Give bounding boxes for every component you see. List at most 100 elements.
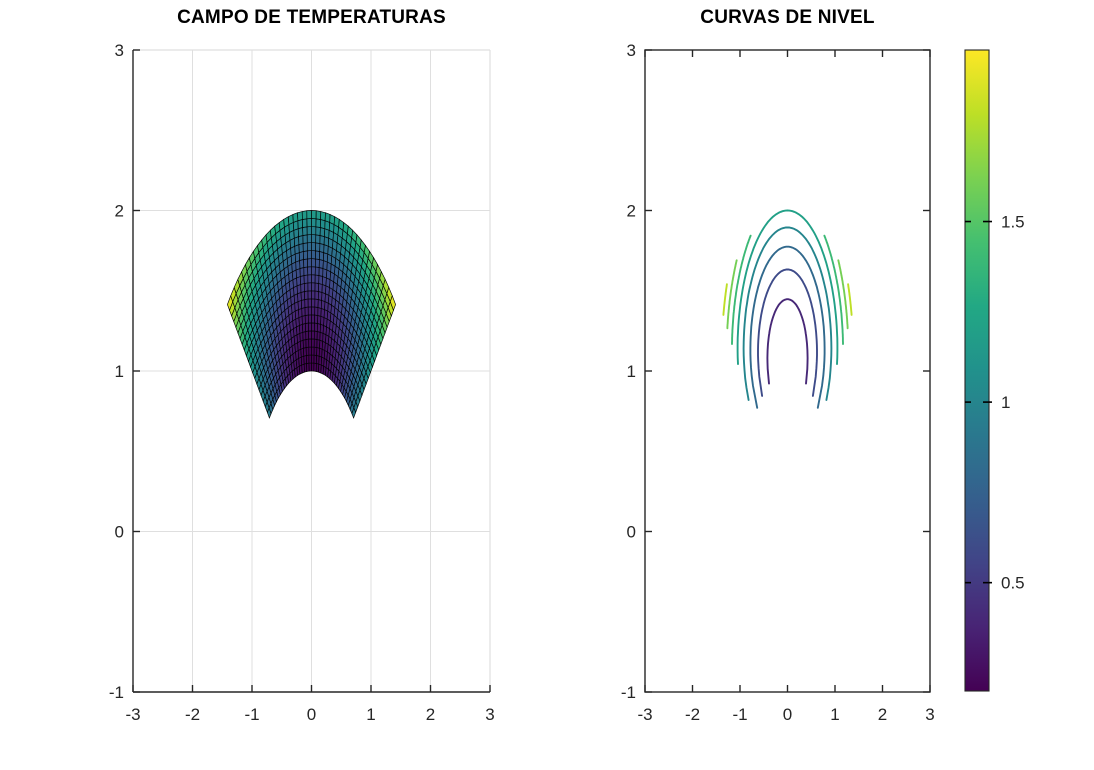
mesh-cell bbox=[298, 243, 304, 254]
left-plot-grid bbox=[133, 49, 491, 692]
mesh-cell bbox=[307, 282, 312, 292]
mesh-cell bbox=[302, 234, 308, 244]
mesh-cell bbox=[307, 290, 312, 300]
contour-line bbox=[749, 245, 826, 409]
y-tick-label: 0 bbox=[627, 522, 636, 541]
mesh-cell bbox=[305, 346, 310, 356]
contour-line bbox=[742, 226, 833, 401]
y-tick-label: 2 bbox=[115, 201, 124, 220]
mesh-cell bbox=[292, 212, 299, 223]
contour-line bbox=[736, 209, 839, 366]
mesh-cell bbox=[311, 266, 316, 276]
mesh-cell bbox=[299, 275, 305, 285]
mesh-cell bbox=[311, 234, 317, 244]
mesh-cell bbox=[311, 338, 315, 348]
mesh-cell bbox=[315, 210, 322, 220]
mesh-cell bbox=[319, 243, 325, 254]
mesh-cell bbox=[308, 346, 312, 356]
mesh-cell bbox=[302, 250, 308, 260]
mesh-cell bbox=[305, 322, 309, 332]
mesh-cell bbox=[315, 218, 321, 228]
mesh-cell bbox=[308, 354, 312, 364]
temperature-field-plot: -3 -2 -1 0 1 2 3 3 2 1 0 -1 bbox=[109, 41, 495, 724]
x-tick-label: 0 bbox=[783, 705, 792, 724]
mesh-cell bbox=[311, 250, 316, 260]
mesh-cell bbox=[319, 251, 325, 261]
mesh-cell bbox=[311, 322, 315, 332]
mesh-cell bbox=[301, 307, 306, 317]
mesh-cell bbox=[287, 213, 294, 225]
mesh-cell bbox=[304, 314, 309, 324]
colorbar-tick-label: 1.5 bbox=[1001, 212, 1025, 231]
mesh-cell bbox=[302, 242, 308, 252]
mesh-cell bbox=[389, 294, 396, 312]
mesh-cell bbox=[311, 226, 317, 236]
mesh-cell bbox=[307, 250, 312, 260]
mesh-cell bbox=[298, 251, 304, 261]
mesh-cell bbox=[307, 314, 312, 324]
left-plot-title: CAMPO DE TEMPERATURAS bbox=[177, 7, 446, 28]
x-tick-label: 2 bbox=[426, 705, 435, 724]
y-tick-label: -1 bbox=[109, 683, 124, 702]
mesh-cell bbox=[307, 298, 312, 308]
mesh-cell bbox=[307, 258, 312, 268]
mesh-cell bbox=[302, 226, 308, 236]
mesh-cell bbox=[311, 258, 316, 268]
mesh-cell bbox=[305, 330, 310, 340]
mesh-cell bbox=[307, 306, 312, 316]
x-tick-label: -2 bbox=[185, 705, 200, 724]
contour-line bbox=[823, 234, 844, 345]
mesh-cell bbox=[314, 314, 319, 324]
mesh-cell bbox=[311, 298, 316, 308]
mesh-cell bbox=[303, 274, 309, 284]
mesh-cell bbox=[308, 338, 312, 348]
mesh-cell bbox=[308, 362, 312, 372]
mesh-cell bbox=[299, 267, 305, 277]
mesh-cell bbox=[307, 266, 312, 276]
mesh-cell bbox=[303, 282, 309, 292]
x-tick-label: -3 bbox=[637, 705, 652, 724]
mesh-cell bbox=[298, 235, 304, 246]
mesh-cell bbox=[311, 274, 316, 284]
mesh-cell bbox=[314, 290, 319, 300]
contour-line bbox=[766, 298, 809, 385]
mesh-cell bbox=[308, 322, 312, 332]
mesh-cell bbox=[301, 315, 306, 325]
mesh-cell bbox=[319, 235, 325, 246]
contour-line bbox=[757, 268, 818, 397]
left-plot-axes bbox=[132, 49, 491, 693]
mesh-cell bbox=[315, 250, 321, 260]
y-tick-label: 3 bbox=[627, 41, 636, 60]
mesh-cell bbox=[300, 283, 305, 293]
contour-line bbox=[722, 283, 728, 316]
mesh-cell bbox=[314, 282, 320, 292]
y-tick-label: 1 bbox=[115, 362, 124, 381]
mesh-cell bbox=[311, 210, 317, 220]
mesh-cell bbox=[304, 306, 309, 316]
mesh-cell bbox=[311, 282, 316, 292]
mesh-cell bbox=[315, 226, 321, 236]
mesh-cell bbox=[319, 227, 326, 238]
mesh-cell bbox=[315, 242, 321, 252]
y-tick-label: -1 bbox=[621, 683, 636, 702]
mesh-cell bbox=[297, 211, 303, 222]
mesh-cell bbox=[306, 242, 312, 252]
y-tick-label: 1 bbox=[627, 362, 636, 381]
mesh-cell bbox=[307, 274, 312, 284]
mesh-cell bbox=[300, 291, 306, 301]
mesh-cell bbox=[297, 219, 303, 230]
contour-plot-tick-labels: -3 -2 -1 0 1 2 3 3 2 1 0 -1 bbox=[621, 41, 935, 724]
left-plot-tick-labels: -3 -2 -1 0 1 2 3 3 2 1 0 -1 bbox=[109, 41, 495, 724]
x-tick-label: -1 bbox=[732, 705, 747, 724]
x-tick-label: 2 bbox=[878, 705, 887, 724]
mesh-cell bbox=[320, 219, 326, 230]
mesh-cell bbox=[311, 330, 315, 340]
x-tick-label: 1 bbox=[830, 705, 839, 724]
mesh-cell bbox=[314, 266, 320, 276]
contour-line bbox=[837, 259, 849, 330]
right-plot-title: CURVAS DE NIVEL bbox=[700, 7, 875, 28]
mesh-cell bbox=[314, 306, 319, 316]
x-tick-label: 3 bbox=[485, 705, 494, 724]
